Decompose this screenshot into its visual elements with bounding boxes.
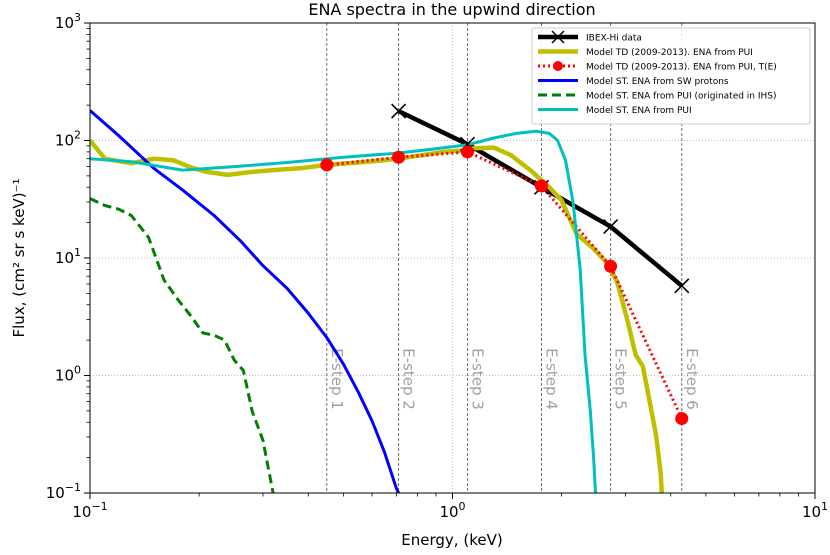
x-tick-label: 10−1 <box>72 500 107 521</box>
data-point <box>675 412 689 426</box>
y-tick-label: 103 <box>55 11 81 32</box>
series-line <box>90 197 275 493</box>
data-point <box>391 103 407 119</box>
y-tick-label: 100 <box>55 364 81 385</box>
data-point <box>674 278 690 294</box>
data-point <box>320 158 334 172</box>
chart-title: ENA spectra in the upwind direction <box>308 0 595 19</box>
legend-label: Model TD (2009-2013). ENA from PUI, T(E) <box>586 63 777 73</box>
energy-step-label: E-step 5 <box>612 348 630 410</box>
energy-step-label: E-step 6 <box>683 348 701 410</box>
series-line <box>326 150 684 420</box>
legend-label: Model TD (2009-2013). ENA from PUI <box>586 48 753 58</box>
legend-marker <box>553 61 563 71</box>
series-line <box>90 109 400 493</box>
grid-layer <box>90 23 815 493</box>
legend-box <box>531 27 811 125</box>
markers-layer <box>320 103 690 426</box>
series-line <box>90 129 597 493</box>
data-point <box>604 259 618 273</box>
data-point <box>392 150 406 164</box>
x-tick-label: 100 <box>439 500 465 521</box>
ticks-layer: 10−1 100 101 10−1 100 101 102 103 <box>46 11 828 521</box>
x-tick-label: 101 <box>802 500 828 521</box>
data-point <box>534 179 548 193</box>
y-tick-label: 10−1 <box>46 481 81 502</box>
data-point <box>603 219 619 235</box>
legend-entries: IBEX-Hi data Model TD (2009-2013). ENA fr… <box>538 30 777 116</box>
energy-step-label: E-step 2 <box>400 348 418 410</box>
x-axis-label: Energy, (keV) <box>401 531 502 549</box>
energy-step-label: E-step 4 <box>542 348 560 410</box>
legend-label: Model ST. ENA from PUI (originated in IH… <box>586 92 777 102</box>
y-axis-label: Flux, (cm² sr s keV)⁻¹ <box>10 179 28 338</box>
data-point <box>461 145 475 159</box>
legend-label: IBEX-Hi data <box>586 34 642 44</box>
energy-step-label: E-step 3 <box>469 348 487 410</box>
y-tick-label: 101 <box>55 246 81 267</box>
energy-steps-layer: E-step 1 E-step 2 E-step 3 E-step 4 E-step 5… <box>326 23 701 493</box>
legend-label: Model ST. ENA from SW protons <box>586 77 729 87</box>
legend-label: Model ST. ENA from PUI <box>586 106 692 116</box>
energy-step-label: E-step 1 <box>328 348 346 410</box>
y-tick-label: 102 <box>55 129 81 150</box>
legend-marker <box>551 30 565 44</box>
legend: IBEX-Hi data Model TD (2009-2013). ENA fr… <box>531 27 811 125</box>
